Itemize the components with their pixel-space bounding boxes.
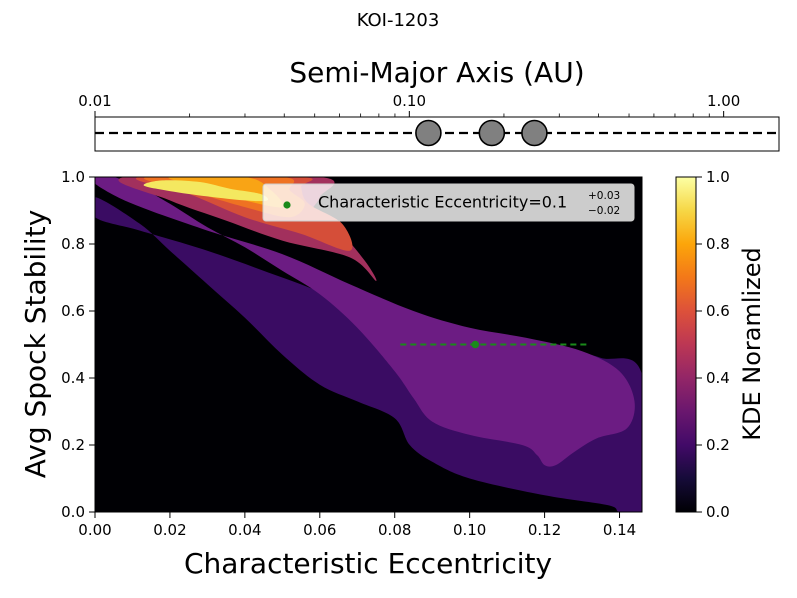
x-tick-label: 0.08 [378, 521, 411, 539]
y-tick-label: 1.0 [61, 168, 85, 186]
colorbar-gradient [675, 176, 697, 513]
x-axis-label: Characteristic Eccentricity [184, 547, 552, 580]
orbit-tick-label: 1.00 [707, 92, 740, 110]
legend-marker [283, 201, 291, 209]
kde-frame [94, 176, 643, 513]
orbit-ticks: 0.01 0.10 1.00 [78, 92, 740, 117]
y-tick-label: 0.2 [61, 436, 85, 454]
kde-panel: Characteristic Eccentricity=0.1 +0.03 −0… [19, 168, 643, 580]
legend-label-text: Characteristic Eccentricity=0.1 [318, 193, 567, 212]
x-tick-label: 0.10 [453, 521, 486, 539]
orbit-panel: Semi-Major Axis (AU) 0.01 0.10 1.00 [78, 56, 780, 152]
orbit-frame [94, 116, 780, 152]
legend-label: Characteristic Eccentricity=0.1 [318, 193, 567, 212]
x-tick-label: 0.04 [228, 521, 261, 539]
colorbar: 0.0 0.2 0.4 0.6 0.8 1.0 KDE Noramlized [675, 168, 766, 521]
colorbar-tick-label: 0.8 [706, 235, 730, 253]
y-axis-label: Avg Spock Stability [19, 210, 52, 479]
data-point-group [400, 340, 588, 349]
legend: Characteristic Eccentricity=0.1 +0.03 −0… [262, 183, 635, 222]
colorbar-tick-label: 0.4 [706, 369, 730, 387]
planet-marker [521, 119, 548, 147]
x-tick-label: 0.14 [603, 521, 636, 539]
y-tick-label: 0.8 [61, 235, 85, 253]
colorbar-label: KDE Noramlized [738, 247, 766, 441]
colorbar-tick-label: 1.0 [706, 168, 730, 186]
x-tick-label: 0.00 [78, 521, 111, 539]
kde-contour-level [143, 180, 269, 202]
orbit-planets [415, 119, 548, 147]
colorbar-tick-label: 0.6 [706, 302, 730, 320]
orbit-axis-title: Semi-Major Axis (AU) [289, 56, 584, 89]
y-tick-label: 0.0 [61, 503, 85, 521]
colorbar-tick-label: 0.2 [706, 436, 730, 454]
legend-sub: −0.02 [588, 205, 620, 217]
colorbar-tick-label: 0.0 [706, 503, 730, 521]
legend-sup: +0.03 [588, 190, 620, 202]
x-tick-label: 0.02 [153, 521, 186, 539]
x-tick-label: 0.12 [528, 521, 561, 539]
data-point [471, 340, 480, 349]
orbit-tick-label: 0.10 [393, 92, 426, 110]
planet-marker [415, 119, 442, 147]
legend-box [262, 183, 635, 222]
x-tick-label: 0.06 [303, 521, 336, 539]
kde-ticks: 0.00 0.02 0.04 0.06 0.08 0.10 0.12 0.14 0.0 0.2 0.… [61, 168, 636, 539]
y-tick-label: 0.4 [61, 369, 85, 387]
kde-contour-level [95, 177, 635, 467]
figure-title: KOI-1203 [357, 10, 440, 31]
orbit-tick-label: 0.01 [78, 92, 111, 110]
y-tick-label: 0.6 [61, 302, 85, 320]
colorbar-ticks: 0.0 0.2 0.4 0.6 0.8 1.0 [696, 168, 730, 521]
planet-marker [478, 119, 506, 147]
